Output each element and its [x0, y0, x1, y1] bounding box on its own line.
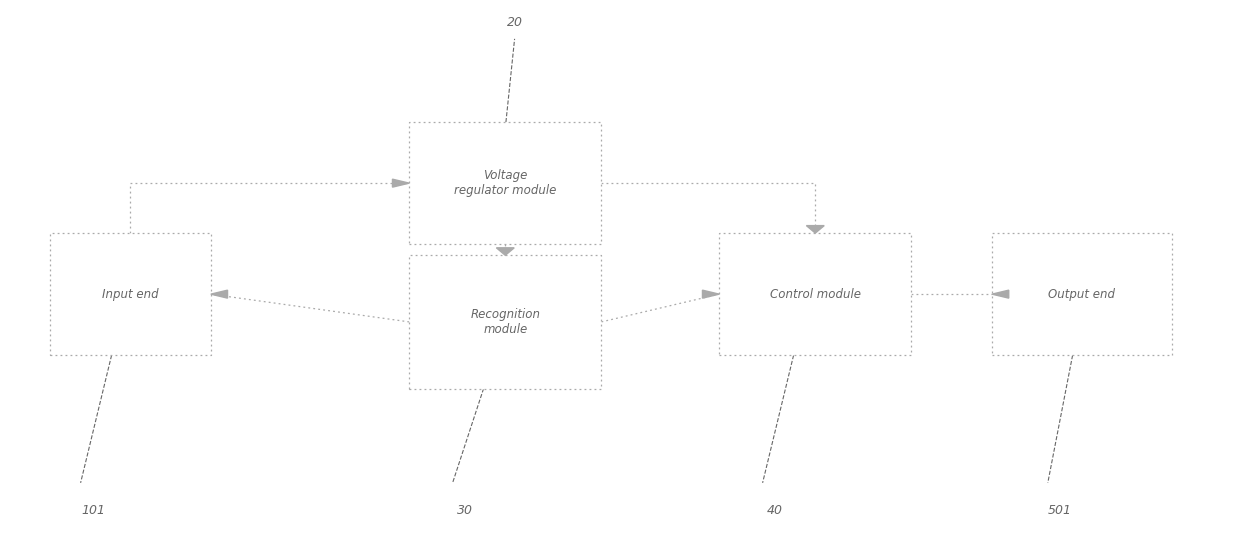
- Text: 101: 101: [81, 504, 105, 517]
- Text: 501: 501: [1048, 504, 1073, 517]
- Text: Output end: Output end: [1048, 287, 1116, 301]
- Bar: [719, 233, 911, 355]
- Polygon shape: [211, 290, 228, 298]
- Polygon shape: [702, 290, 719, 298]
- Text: Recognition
module: Recognition module: [470, 308, 541, 336]
- Text: Control module: Control module: [770, 287, 861, 301]
- Bar: [409, 122, 601, 244]
- Bar: [50, 233, 211, 355]
- Polygon shape: [496, 248, 515, 255]
- Text: Input end: Input end: [102, 287, 159, 301]
- Text: 30: 30: [458, 504, 472, 517]
- Bar: [409, 255, 601, 388]
- Polygon shape: [992, 290, 1009, 298]
- Text: Voltage
regulator module: Voltage regulator module: [454, 169, 557, 197]
- Polygon shape: [392, 179, 409, 187]
- Bar: [992, 233, 1172, 355]
- Text: 20: 20: [507, 16, 522, 29]
- Text: 40: 40: [768, 504, 782, 517]
- Polygon shape: [806, 226, 825, 233]
